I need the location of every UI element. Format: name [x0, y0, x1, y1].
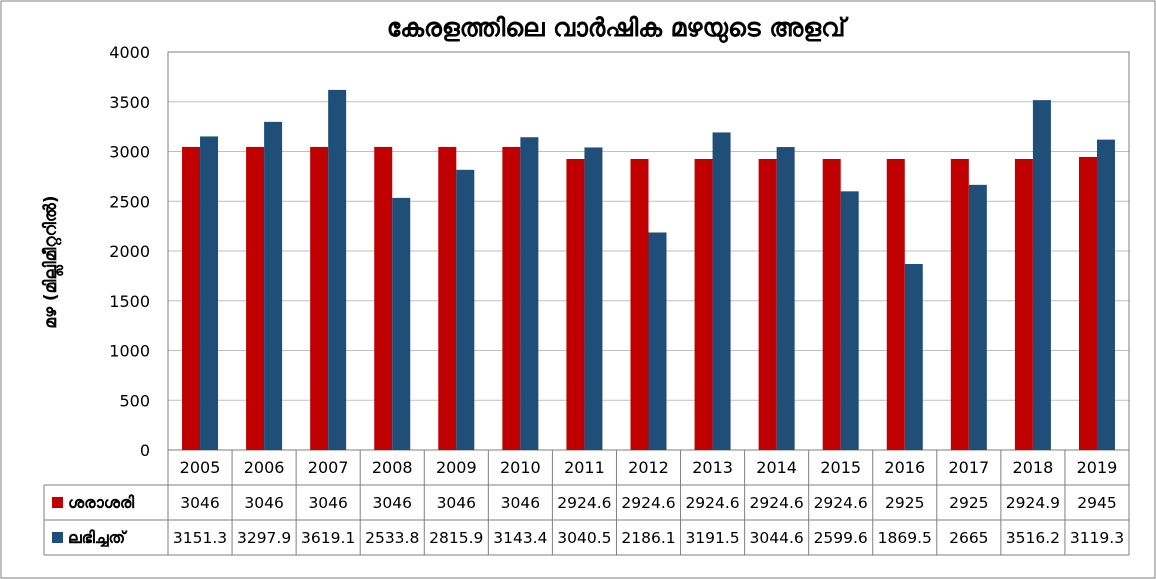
data-label: 3516.2: [1006, 529, 1060, 547]
bar-received: [904, 263, 923, 450]
y-tick-label: 2500: [109, 192, 150, 211]
x-tick-label: 2013: [692, 458, 733, 477]
y-axis-ticks: 0 500 1000 1500 2000 2500 3000 3500 4000: [109, 43, 150, 460]
bar-received: [584, 147, 603, 450]
data-label: 2924.6: [621, 494, 675, 512]
data-label: 3619.1: [301, 529, 355, 547]
bar-average: [1014, 158, 1033, 450]
legend-swatch: [52, 532, 63, 543]
bar-received: [392, 197, 411, 450]
bar-average: [1078, 156, 1097, 450]
data-label: 3297.9: [237, 529, 291, 547]
data-label: 2665: [949, 529, 988, 547]
x-tick-label: 2011: [564, 458, 605, 477]
bar-average: [566, 159, 585, 450]
bar-average: [438, 146, 457, 450]
data-label: 2599.6: [814, 529, 868, 547]
bar-average: [310, 146, 329, 450]
bar-average: [822, 159, 841, 450]
bar-average: [374, 146, 393, 450]
data-label: 3151.3: [173, 529, 227, 547]
data-label: 3046: [437, 494, 476, 512]
data-label: 3143.4: [493, 529, 547, 547]
data-label: 3046: [244, 494, 283, 512]
data-label: 3046: [373, 494, 412, 512]
data-label: 3191.5: [685, 529, 739, 547]
x-tick-label: 2010: [500, 458, 541, 477]
x-tick-label: 2006: [244, 458, 285, 477]
data-label: 2924.6: [557, 494, 611, 512]
x-tick-label: 2005: [180, 458, 221, 477]
y-tick-label: 1500: [109, 292, 150, 311]
bar-received: [648, 232, 667, 450]
bar-average: [950, 158, 969, 450]
data-label: 2924.9: [1006, 494, 1060, 512]
y-tick-label: 2000: [109, 242, 150, 261]
y-tick-label: 0: [140, 441, 150, 460]
x-tick-label: 2015: [820, 458, 861, 477]
data-label: 2815.9: [429, 529, 483, 547]
x-tick-label: 2012: [628, 458, 669, 477]
data-label: 3044.6: [750, 529, 804, 547]
data-table: 2005 2006 2007 2008 2009 2010 2011 2012 2013 2014…: [43, 450, 1130, 556]
data-label: 2924.6: [750, 494, 804, 512]
y-axis-label: മഴ (മില്ലിമീറ്ററിൽ): [41, 195, 64, 328]
x-tick-label: 2018: [1013, 458, 1054, 477]
x-tick-label: 2016: [884, 458, 925, 477]
bar-average: [694, 159, 713, 450]
legend-label: ലഭിച്ചത്: [68, 528, 128, 547]
bar-received: [520, 137, 539, 451]
bar-received: [1096, 139, 1115, 451]
data-label: 2945: [1077, 494, 1116, 512]
bar-average: [886, 158, 905, 450]
bar-received: [968, 184, 987, 450]
data-label: 2924.6: [685, 494, 739, 512]
data-label: 2533.8: [365, 529, 419, 547]
y-tick-label: 500: [119, 391, 150, 410]
legend-swatch: [52, 497, 63, 508]
bar-received: [264, 121, 283, 450]
data-label: 2925: [885, 494, 924, 512]
bar-received: [456, 169, 475, 451]
y-tick-label: 3000: [109, 143, 150, 162]
bar-average: [630, 159, 649, 450]
data-label: 3046: [180, 494, 219, 512]
data-label: 1869.5: [878, 529, 932, 547]
bar-received: [776, 147, 795, 450]
x-tick-label: 2017: [948, 458, 989, 477]
bar-received: [200, 136, 219, 450]
y-tick-label: 4000: [109, 43, 150, 62]
bar-received: [1032, 100, 1051, 451]
data-label: 3046: [501, 494, 540, 512]
y-tick-label: 3500: [109, 93, 150, 112]
bar-received: [840, 191, 859, 451]
bar-received: [328, 89, 347, 451]
bar-average: [182, 146, 201, 450]
legend-label: ശരാശരി: [68, 493, 135, 512]
chart-title: കേരളത്തിലെ വാർഷിക മഴയുടെ അളവ്: [387, 13, 849, 44]
bar-average: [758, 159, 777, 450]
bars: [182, 89, 1115, 451]
x-tick-label: 2007: [308, 458, 349, 477]
data-label: 3040.5: [557, 529, 611, 547]
x-tick-label: 2009: [436, 458, 477, 477]
data-label: 2186.1: [621, 529, 675, 547]
data-label: 2924.6: [814, 494, 868, 512]
bar-received: [712, 132, 731, 451]
x-tick-label: 2008: [372, 458, 413, 477]
x-tick-label: 2014: [756, 458, 797, 477]
data-label: 3119.3: [1070, 529, 1124, 547]
bar-average: [246, 146, 265, 450]
y-tick-label: 1000: [109, 342, 150, 361]
bar-average: [502, 146, 521, 450]
data-label: 2925: [949, 494, 988, 512]
data-label: 3046: [308, 494, 347, 512]
x-tick-label: 2019: [1077, 458, 1118, 477]
